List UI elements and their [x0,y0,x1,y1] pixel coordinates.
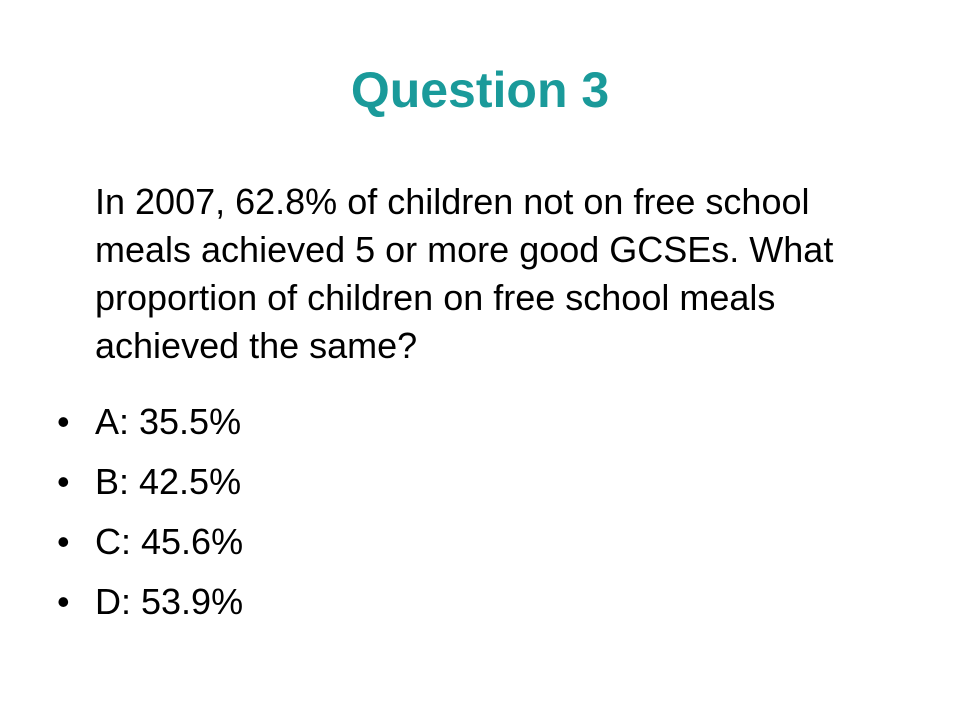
bullet-icon: • [57,521,70,562]
answer-options-list: • A: 35.5% • B: 42.5% • C: 45.6% • D: 53… [57,392,243,632]
answer-option-label: A: 35.5% [95,401,242,442]
bullet-icon: • [57,581,70,622]
answer-option-b: • B: 42.5% [57,452,243,512]
answer-option-a: • A: 35.5% [57,392,243,452]
answer-option-c: • C: 45.6% [57,512,243,572]
question-text: In 2007, 62.8% of children not on free s… [95,181,834,366]
slide-title: Question 3 [350,62,610,118]
bullet-icon: • [57,461,70,502]
answer-option-label: B: 42.5% [95,461,242,502]
answer-option-label: D: 53.9% [95,581,244,622]
bullet-icon: • [57,401,70,442]
answer-option-d: • D: 53.9% [57,572,243,632]
answer-option-label: C: 45.6% [95,521,244,562]
